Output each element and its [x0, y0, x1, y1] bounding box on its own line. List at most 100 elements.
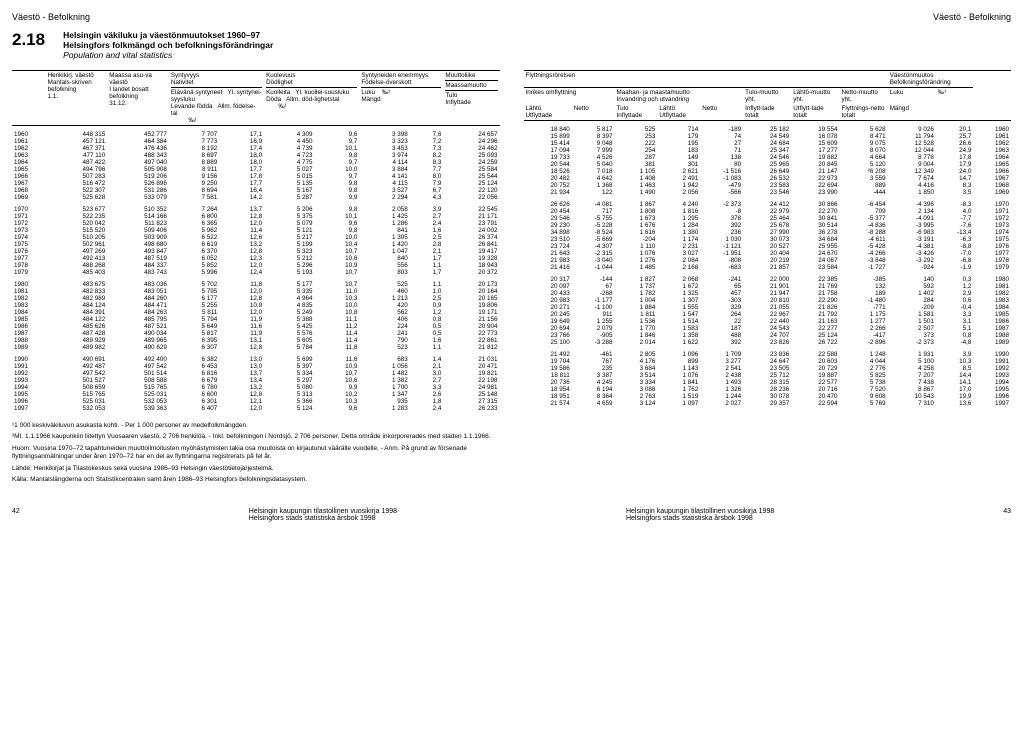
- cell: 29 230: [524, 222, 572, 229]
- cell: 2 541: [700, 365, 743, 372]
- cell: 482 833: [46, 288, 108, 295]
- cell: 23 510: [524, 236, 572, 243]
- cell: 1981: [973, 283, 1011, 290]
- cell: 9,8: [315, 180, 360, 187]
- cell: 2,6: [410, 391, 444, 398]
- cell: 484 263: [107, 309, 169, 316]
- cell: 3,3: [936, 311, 974, 318]
- cell: 7 520: [839, 386, 887, 393]
- cell: 0,8: [936, 332, 974, 339]
- cell: 25 148: [443, 391, 499, 398]
- cell: 9,8: [315, 152, 360, 159]
- cell: 1984: [973, 304, 1011, 311]
- cell: 25,7: [936, 133, 974, 140]
- cell: 1990: [973, 346, 1011, 358]
- cell: 4 141: [359, 173, 409, 180]
- cell: 18,0: [219, 159, 264, 166]
- cell: 9 026: [888, 121, 936, 134]
- cell: 3,5: [936, 189, 974, 196]
- cell: 21 857: [743, 264, 791, 271]
- cell: 5 738: [839, 379, 887, 386]
- cell: 5 206: [264, 201, 314, 213]
- cell: 1979: [973, 264, 1011, 271]
- cell: -4,8: [936, 339, 974, 346]
- cell: 1974: [973, 229, 1011, 236]
- cell: 1 244: [700, 393, 743, 400]
- cell: 4 115: [359, 180, 409, 187]
- cell: 3 398: [359, 126, 409, 139]
- cell: 25 955: [791, 243, 839, 250]
- cell: 483 036: [107, 276, 169, 288]
- cell: 179: [657, 133, 700, 140]
- cell: 19 806: [443, 302, 499, 309]
- cell: -204: [615, 236, 658, 243]
- cell: -1 480: [839, 297, 887, 304]
- cell: -1 951: [700, 250, 743, 257]
- cell: 1 283: [359, 405, 409, 412]
- cell: 3,0: [410, 370, 444, 377]
- cell: 1994: [973, 379, 1011, 386]
- cell: 490 034: [107, 330, 169, 337]
- cell: -1 121: [700, 243, 743, 250]
- cell: 12,0: [219, 405, 264, 412]
- cell: 10,6: [315, 377, 360, 384]
- cell: 493 847: [107, 248, 169, 255]
- cell: 539 363: [107, 405, 169, 412]
- cell: 6 619: [169, 241, 219, 248]
- cell: 1964: [973, 154, 1011, 161]
- cell: -4 611: [839, 236, 887, 243]
- cell: 19 554: [791, 121, 839, 134]
- cell: 420: [359, 302, 409, 309]
- cell: 21 812: [443, 344, 499, 351]
- cell: 5 135: [264, 180, 314, 187]
- cell: 2,7: [410, 213, 444, 220]
- cell: 10,7: [315, 276, 360, 288]
- cell: 4 659: [572, 400, 615, 407]
- cell: 22 385: [791, 271, 839, 283]
- cell: 1982: [12, 295, 46, 302]
- cell: 9 004: [888, 161, 936, 168]
- h-kuol-group: KuolevuusDödlighetKuolleita Yl. kuollei-…: [264, 71, 359, 126]
- cell: -209: [888, 304, 936, 311]
- cell: 509 406: [107, 227, 169, 234]
- cell: 501 527: [46, 377, 108, 384]
- cell: 22 694: [791, 182, 839, 189]
- cell: 17,0: [936, 386, 974, 393]
- cell: 22 000: [743, 271, 791, 283]
- cell: 10 543: [888, 393, 936, 400]
- cell: 484 337: [107, 262, 169, 269]
- cell: 1,4: [410, 351, 444, 363]
- cell: 5 167: [264, 187, 314, 194]
- cell: 5 255: [169, 302, 219, 309]
- cell: 1 514: [657, 318, 700, 325]
- cell: 7,7: [410, 166, 444, 173]
- cell: 489 929: [46, 337, 108, 344]
- cell: 9 075: [839, 140, 887, 147]
- cell: 7,3: [410, 145, 444, 152]
- cell: 1 583: [657, 325, 700, 332]
- cell: 1,1: [410, 344, 444, 351]
- cell: 24 549: [743, 133, 791, 140]
- cell: 488 268: [46, 262, 108, 269]
- cell: 20 317: [524, 271, 572, 283]
- cell: 1976: [12, 248, 46, 255]
- cell: 14,1: [936, 379, 974, 386]
- cell: 935: [359, 398, 409, 405]
- h-c15b: Inflytt-tade totalt: [743, 104, 791, 121]
- cell: 1 673: [615, 215, 658, 222]
- cell: 1960: [973, 121, 1011, 134]
- cell: 3 974: [359, 152, 409, 159]
- cell: 497 269: [46, 248, 108, 255]
- cell: 522 235: [46, 213, 108, 220]
- cell: 4 044: [839, 358, 887, 365]
- cell: -6 983: [888, 229, 936, 236]
- cell: 522 307: [46, 187, 108, 194]
- cell: 1983: [12, 302, 46, 309]
- cell: 21 792: [791, 311, 839, 318]
- cell: 25 182: [743, 121, 791, 134]
- cell: 6,7: [410, 187, 444, 194]
- cell: 709: [839, 208, 887, 215]
- cell: 1 004: [615, 297, 658, 304]
- cell: 1 931: [888, 346, 936, 358]
- cell: 5 649: [169, 323, 219, 330]
